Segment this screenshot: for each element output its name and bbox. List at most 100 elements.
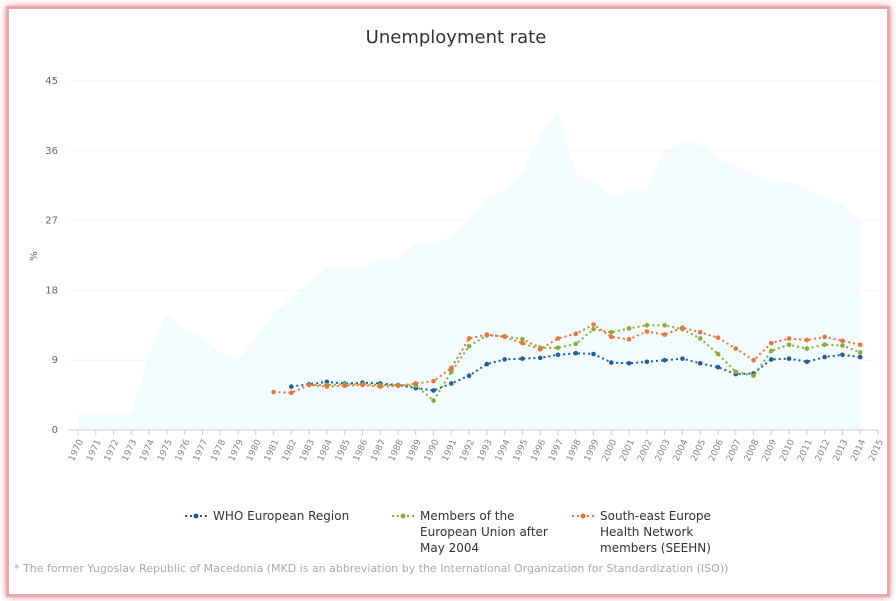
x-tick-label: 1973 bbox=[121, 438, 140, 463]
data-point bbox=[644, 329, 650, 334]
data-point bbox=[520, 356, 525, 361]
data-point bbox=[289, 384, 294, 389]
x-tick-label: 1997 bbox=[547, 438, 566, 463]
legend-swatch bbox=[185, 508, 207, 524]
x-tick-label: 2009 bbox=[761, 438, 780, 463]
x-tick-label: 1979 bbox=[227, 438, 246, 463]
series-line bbox=[309, 324, 861, 403]
x-tick-label: 2002 bbox=[636, 438, 655, 463]
data-point bbox=[626, 326, 632, 331]
data-point bbox=[591, 326, 596, 332]
x-tick-label: 1990 bbox=[423, 438, 442, 463]
legend-swatch bbox=[572, 508, 594, 524]
data-point bbox=[520, 340, 525, 346]
data-point bbox=[769, 357, 774, 362]
series-line bbox=[291, 352, 861, 392]
data-point bbox=[573, 331, 579, 337]
data-point bbox=[537, 355, 543, 361]
data-point bbox=[662, 357, 667, 363]
data-point bbox=[431, 378, 436, 384]
x-tick-label: 1987 bbox=[369, 438, 388, 463]
data-point bbox=[822, 354, 827, 360]
data-point bbox=[715, 335, 721, 341]
data-point bbox=[502, 334, 507, 340]
data-point bbox=[662, 323, 667, 328]
data-point bbox=[591, 322, 596, 327]
background-area bbox=[78, 112, 861, 431]
x-tick-label: 1982 bbox=[281, 438, 300, 463]
footnote: * The former Yugoslav Republic of Macedo… bbox=[14, 562, 729, 575]
y-tick-label: 45 bbox=[45, 76, 58, 87]
x-tick-label: 1996 bbox=[529, 438, 548, 463]
data-point bbox=[857, 350, 863, 355]
legend-label: Members of the European Union after May … bbox=[420, 509, 548, 555]
data-point bbox=[733, 346, 739, 351]
data-point bbox=[555, 336, 561, 341]
data-point bbox=[466, 343, 472, 349]
x-tick-label: 1986 bbox=[352, 438, 371, 463]
data-point bbox=[431, 388, 436, 393]
data-point bbox=[840, 338, 845, 344]
x-tick-label: 1991 bbox=[441, 438, 460, 463]
data-point bbox=[466, 336, 472, 341]
x-tick-label: 2006 bbox=[707, 438, 726, 463]
x-tick-label: 2005 bbox=[689, 438, 708, 463]
x-tick-label: 1971 bbox=[85, 438, 104, 463]
x-tick-label: 2013 bbox=[832, 438, 851, 463]
x-tick-label: 1981 bbox=[263, 438, 282, 463]
data-point bbox=[769, 348, 774, 354]
legend-item[interactable]: Members of the European Union after May … bbox=[392, 508, 562, 556]
data-point bbox=[360, 382, 365, 388]
x-tick-label: 1998 bbox=[565, 438, 584, 463]
x-tick-label: 1995 bbox=[512, 438, 531, 463]
data-point bbox=[857, 354, 863, 360]
data-point bbox=[840, 343, 845, 348]
data-point bbox=[751, 373, 756, 379]
data-point bbox=[591, 351, 596, 357]
data-point bbox=[573, 341, 579, 347]
data-point bbox=[644, 359, 650, 365]
y-tick-label: 36 bbox=[45, 146, 58, 157]
data-point bbox=[306, 382, 312, 388]
x-tick-label: 2004 bbox=[672, 438, 691, 463]
y-tick-label: 27 bbox=[45, 216, 58, 227]
x-tick-label: 1984 bbox=[316, 438, 335, 463]
legend-swatch bbox=[392, 508, 414, 524]
data-point bbox=[324, 384, 330, 389]
data-point bbox=[697, 329, 703, 335]
x-tick-label: 2014 bbox=[849, 438, 868, 463]
data-point bbox=[342, 383, 347, 389]
x-tick-label: 1976 bbox=[174, 438, 193, 463]
data-point bbox=[715, 364, 721, 370]
x-tick-label: 1975 bbox=[156, 438, 175, 463]
x-tick-label: 1974 bbox=[138, 438, 157, 463]
data-point bbox=[804, 337, 810, 343]
data-point bbox=[626, 361, 632, 366]
data-point bbox=[680, 356, 685, 361]
data-point bbox=[804, 346, 810, 351]
data-point bbox=[804, 359, 810, 365]
x-tick-label: 2001 bbox=[618, 438, 637, 463]
data-point bbox=[786, 342, 792, 347]
x-tick-label: 1999 bbox=[583, 438, 602, 463]
x-tick-label: 2015 bbox=[867, 438, 886, 463]
x-tick-label: 1993 bbox=[476, 438, 495, 463]
data-point bbox=[573, 350, 579, 356]
data-point bbox=[502, 357, 507, 362]
x-tick-label: 1988 bbox=[387, 438, 406, 463]
data-point bbox=[822, 342, 827, 347]
data-point bbox=[822, 334, 827, 340]
x-tick-label: 1989 bbox=[405, 438, 424, 463]
legend-item[interactable]: South-east Europe Health Network members… bbox=[572, 508, 742, 556]
data-point bbox=[662, 332, 667, 337]
legend-label: South-east Europe Health Network members… bbox=[600, 509, 711, 555]
y-tick-label: 18 bbox=[45, 285, 58, 296]
data-point bbox=[609, 329, 614, 335]
legend-item[interactable]: WHO European Region bbox=[185, 508, 355, 524]
data-point bbox=[786, 336, 792, 341]
data-point bbox=[484, 332, 490, 337]
data-point bbox=[555, 352, 561, 358]
x-tick-label: 1985 bbox=[334, 438, 353, 463]
x-tick-label: 1983 bbox=[298, 438, 317, 463]
